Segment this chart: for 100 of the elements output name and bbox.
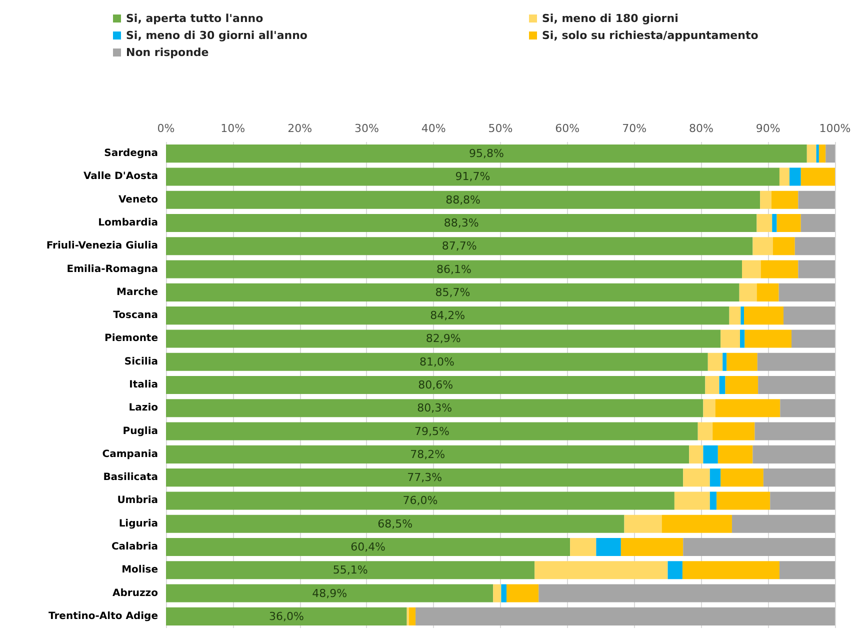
- legend-label: Si, solo su richiesta/appuntamento: [542, 29, 759, 42]
- data-label: 76,0%: [402, 494, 438, 508]
- x-tick-label: 10%: [220, 122, 246, 135]
- bar: [570, 538, 596, 556]
- bar: [683, 538, 835, 556]
- bar: [710, 492, 717, 510]
- bar: [780, 399, 835, 418]
- bar: [683, 468, 710, 487]
- bar: [166, 399, 704, 418]
- bar: [758, 376, 835, 394]
- x-tick-label: 0%: [157, 122, 175, 135]
- bar: [756, 214, 772, 232]
- y-tick-label: Liguria: [118, 518, 158, 530]
- bar: [166, 376, 706, 394]
- bar: [703, 399, 716, 418]
- bar: [596, 538, 621, 556]
- bar: [760, 260, 798, 278]
- bar: [720, 330, 740, 348]
- y-tick-label: Puglia: [122, 426, 158, 437]
- bar: [166, 561, 535, 580]
- data-label: 60,4%: [350, 540, 386, 554]
- bar: [752, 445, 835, 464]
- bar: [166, 214, 757, 232]
- bar: [742, 260, 761, 278]
- bar: [624, 514, 662, 533]
- bar: [800, 168, 835, 186]
- bar: [818, 144, 826, 163]
- y-tick-label: Umbria: [117, 495, 158, 506]
- bar: [757, 352, 835, 371]
- bar: [493, 584, 502, 602]
- bar: [705, 376, 720, 394]
- bar: [501, 584, 507, 602]
- bar: [776, 214, 801, 232]
- bar: [166, 260, 742, 278]
- bar: [806, 144, 816, 163]
- bar: [719, 376, 726, 394]
- bar: [715, 399, 780, 418]
- x-tick-label: 30%: [354, 122, 379, 135]
- y-tick-label: Calabria: [111, 542, 158, 552]
- data-label: 79,5%: [414, 424, 450, 438]
- bar: [408, 607, 416, 626]
- data-label: 80,6%: [418, 378, 454, 392]
- bar: [798, 190, 835, 209]
- bar: [772, 237, 795, 256]
- data-label: 78,2%: [410, 448, 446, 461]
- bar: [763, 468, 835, 487]
- bar: [826, 144, 835, 163]
- bar: [783, 306, 835, 325]
- bar: [698, 422, 713, 440]
- bar: [792, 330, 835, 348]
- bar: [416, 607, 835, 626]
- bar: [689, 445, 704, 464]
- bar: [798, 260, 835, 278]
- bar: [538, 584, 835, 602]
- bar: [166, 306, 730, 325]
- bar: [166, 422, 698, 440]
- bar: [760, 190, 772, 209]
- bar: [779, 168, 790, 186]
- x-tick-label: 100%: [819, 122, 851, 135]
- legend-label: Si, meno di 30 giorni all'anno: [126, 29, 308, 42]
- bar: [726, 352, 758, 371]
- x-tick-label: 80%: [688, 122, 714, 135]
- y-tick-label: Valle D'Aosta: [83, 171, 158, 182]
- x-tick-label: 50%: [488, 122, 513, 135]
- bar: [166, 168, 780, 186]
- legend-label: Si, aperta tutto l'anno: [126, 12, 264, 25]
- bar: [718, 445, 753, 464]
- bar: [756, 283, 779, 302]
- y-tick-label: Toscana: [113, 310, 158, 322]
- bar: [740, 306, 744, 325]
- y-tick-label: Friuli-Venezia Giulia: [46, 240, 158, 252]
- bar: [662, 514, 732, 533]
- bar: [166, 283, 740, 302]
- bar: [620, 538, 684, 556]
- y-tick-label: Abruzzo: [112, 588, 158, 599]
- y-tick-label: Basilicata: [103, 472, 158, 484]
- x-tick-label: 40%: [421, 122, 446, 135]
- y-tick-label: Marche: [116, 286, 158, 298]
- bar: [772, 214, 777, 232]
- bar: [166, 607, 407, 626]
- y-tick-label: Piemonte: [104, 333, 158, 344]
- bar: [166, 445, 690, 464]
- bar: [166, 237, 753, 256]
- bar: [816, 144, 819, 163]
- data-label: 80,3%: [417, 402, 452, 415]
- bar: [674, 492, 710, 510]
- y-tick-label: Campania: [102, 448, 158, 460]
- bar: [712, 422, 755, 440]
- data-label: 68,5%: [378, 517, 413, 530]
- bar: [790, 168, 801, 186]
- bar: [703, 445, 718, 464]
- x-tick-label: 90%: [756, 122, 780, 135]
- bar: [710, 468, 721, 487]
- legend-label: Si, meno di 180 giorni: [542, 12, 678, 25]
- bar: [166, 190, 760, 209]
- data-label: 95,8%: [468, 147, 504, 160]
- data-label: 48,9%: [312, 586, 348, 600]
- data-label: 55,1%: [332, 564, 368, 577]
- bar: [166, 330, 721, 348]
- bar: [752, 237, 773, 256]
